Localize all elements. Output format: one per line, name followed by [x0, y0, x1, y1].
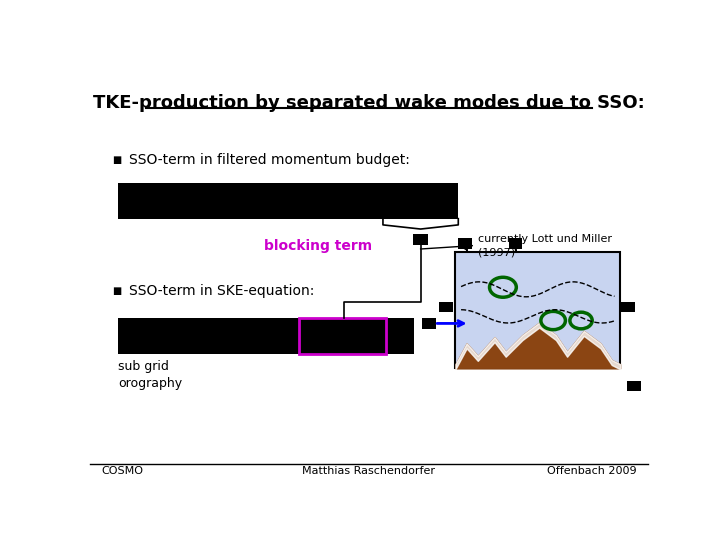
Text: Matthias Raschendorfer: Matthias Raschendorfer: [302, 467, 436, 476]
Bar: [118, 319, 413, 354]
Text: SSO-term in filtered momentum budget:: SSO-term in filtered momentum budget:: [129, 153, 410, 167]
Text: COSMO: COSMO: [101, 467, 143, 476]
Text: ■: ■: [112, 156, 122, 165]
Bar: [459, 238, 472, 248]
Bar: [413, 234, 428, 245]
Bar: [300, 319, 386, 354]
Bar: [438, 302, 453, 312]
Bar: [621, 302, 635, 312]
Bar: [118, 183, 458, 219]
Text: ■: ■: [112, 286, 122, 296]
Text: Offenbach 2009: Offenbach 2009: [547, 467, 637, 476]
Text: TKE-production by separated wake modes due to SSO:: TKE-production by separated wake modes d…: [93, 94, 645, 112]
Text: currently Lott und Miller
(1997): currently Lott und Miller (1997): [478, 234, 612, 257]
Bar: [508, 238, 523, 248]
Text: sub grid
orography: sub grid orography: [118, 360, 182, 390]
Text: blocking term: blocking term: [264, 239, 372, 253]
Bar: [422, 319, 436, 329]
Bar: [627, 381, 641, 391]
Bar: [456, 252, 620, 368]
Text: SSO-term in SKE-equation:: SSO-term in SKE-equation:: [129, 285, 315, 299]
